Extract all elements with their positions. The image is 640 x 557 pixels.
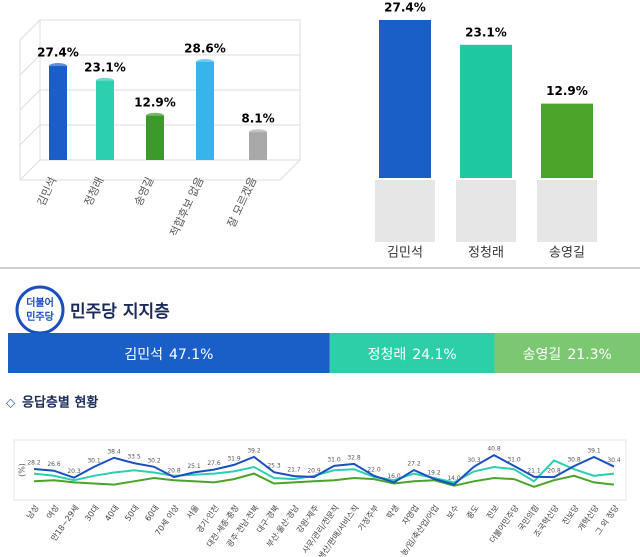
- photo: [537, 180, 597, 242]
- bar-cap: [146, 112, 164, 119]
- value-label: 8.1%: [241, 112, 274, 126]
- x-tick-label: 남성: [25, 503, 41, 520]
- value-label: 25.3: [267, 463, 281, 470]
- bar: [146, 115, 164, 160]
- value-label: 30.1: [87, 457, 101, 464]
- x-tick-label: 정청래: [468, 246, 504, 261]
- logo: [15, 285, 65, 335]
- value-label: 25.1: [187, 463, 201, 470]
- photo: [456, 180, 516, 242]
- value-label: 21.7: [287, 467, 301, 474]
- value-label: 28.2: [27, 459, 41, 466]
- x-tick-label: 진보: [484, 503, 501, 521]
- x-tick-label: 60대: [143, 503, 160, 523]
- value-label: 47.1%: [169, 347, 213, 363]
- value-label: 20.9: [307, 468, 321, 475]
- x-tick-label: 40대: [103, 503, 120, 523]
- bar: [196, 61, 214, 160]
- bar: [249, 132, 267, 160]
- value-label: 23.1%: [84, 60, 126, 74]
- x-tick-label: 보수: [445, 503, 461, 520]
- value-label: 24.1%: [412, 347, 456, 363]
- value-label: 12.9%: [546, 84, 588, 98]
- value-label: 33.5: [127, 454, 141, 461]
- bar: [379, 20, 431, 178]
- value-label: 39.1: [587, 447, 601, 454]
- value-label: 19.2: [427, 469, 441, 476]
- bar-cap: [196, 58, 214, 65]
- value-label: 23.1%: [465, 25, 507, 39]
- section-title: 응답층별 현황: [22, 395, 98, 411]
- x-tick-label: 김민석: [387, 246, 423, 261]
- x-tick-label: 30대: [83, 503, 100, 523]
- value-label: 30.4: [607, 457, 621, 464]
- bar: [541, 103, 593, 178]
- x-tick-label: 서울: [185, 503, 201, 520]
- value-label: 27.6: [207, 460, 221, 467]
- bar: [96, 80, 114, 160]
- x-tick-label: 적합후보 없음: [168, 175, 207, 239]
- section-title: 민주당 지지층: [70, 302, 170, 322]
- series-name: 김민석: [124, 347, 163, 363]
- value-label: 16.0: [387, 473, 401, 480]
- bar: [49, 66, 67, 160]
- x-tick-label: 중도: [465, 503, 481, 520]
- value-label: 20.3: [67, 468, 81, 475]
- value-label: 30.8: [567, 457, 581, 464]
- segment-label: 김민석 47.1%: [124, 347, 213, 363]
- bar-segment: [8, 333, 330, 373]
- value-label: 20.8: [547, 468, 561, 475]
- line-frame: [13, 439, 627, 501]
- bar-segment: [329, 333, 495, 373]
- value-label: 28.6%: [184, 41, 226, 55]
- segment-label: 정청래 24.1%: [368, 347, 457, 363]
- line: [33, 453, 615, 486]
- line: [33, 459, 615, 484]
- series-name: 송영길: [523, 347, 562, 363]
- x-tick-label: 송영길: [549, 246, 585, 261]
- value-label: 38.4: [107, 448, 121, 455]
- bar: [460, 44, 512, 178]
- value-label: 22.0: [367, 466, 381, 473]
- value-label: 30.3: [467, 457, 481, 464]
- value-label: 20.8: [167, 468, 181, 475]
- value-label: 40.8: [487, 446, 501, 453]
- value-label: 31.0: [507, 456, 521, 463]
- x-tick-label: 가정주부: [356, 503, 381, 533]
- segment-label: 송영길 21.3%: [523, 347, 612, 363]
- x-tick-label: 학생: [384, 503, 401, 521]
- x-tick-label: 진보당: [560, 502, 581, 526]
- x-tick-label: 잘 모르겠음: [225, 175, 260, 230]
- bullet: ◇: [6, 396, 16, 410]
- value-label: 21.3%: [567, 347, 611, 363]
- value-label: 27.4%: [37, 46, 79, 60]
- value-label: 12.9%: [134, 95, 176, 109]
- value-label: 39.2: [247, 447, 261, 454]
- value-label: 21.1: [527, 467, 541, 474]
- x-tick-label: 50대: [123, 503, 140, 523]
- value-label: 31.0: [327, 456, 341, 463]
- y-label: (%): [18, 463, 27, 477]
- value-label: 30.2: [147, 457, 161, 464]
- logo-text: 민주당: [26, 310, 54, 323]
- value-label: 27.2: [407, 461, 421, 468]
- series-name: 정청래: [368, 347, 407, 363]
- value-label: 32.8: [347, 454, 361, 461]
- logo-text: 더불어: [26, 296, 54, 309]
- x-tick-label: 여성: [44, 503, 61, 521]
- value-label: 31.9: [227, 455, 241, 462]
- line: [33, 472, 615, 488]
- x-tick-label: 자영업: [400, 503, 421, 527]
- photo: [375, 180, 435, 242]
- value-label: 26.6: [47, 461, 61, 468]
- bar-cap: [96, 77, 114, 84]
- value-label: 14.0: [447, 475, 461, 482]
- x-tick-label: 농/임/축산업/어업: [398, 503, 440, 557]
- bar-segment: [494, 333, 640, 373]
- bar-cap: [249, 129, 267, 136]
- grid-3d: [19, 19, 301, 181]
- value-label: 27.4%: [384, 1, 426, 15]
- bar-cap: [49, 63, 67, 70]
